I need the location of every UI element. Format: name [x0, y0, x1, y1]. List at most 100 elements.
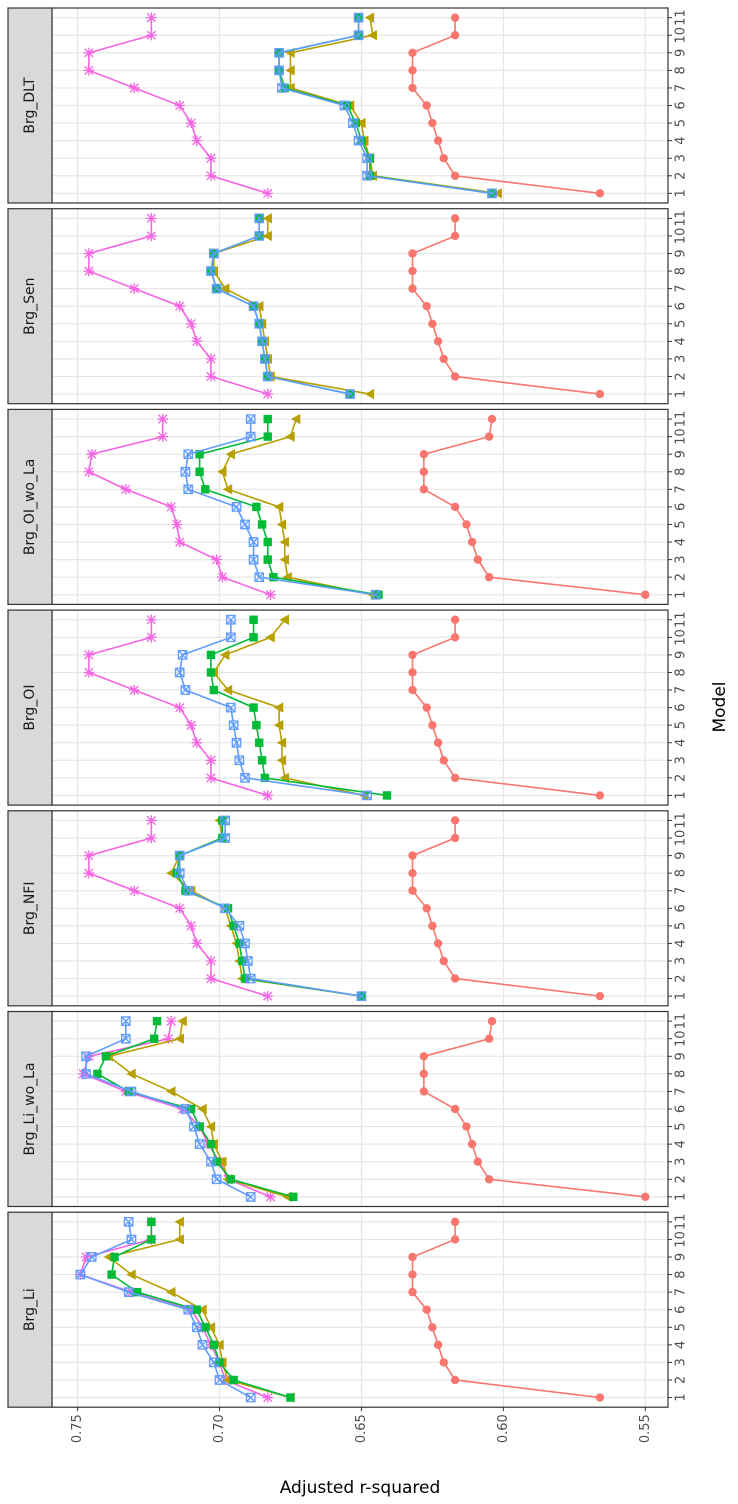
marker [462, 1122, 471, 1131]
marker [422, 1305, 431, 1314]
marker [439, 354, 448, 364]
marker [174, 868, 185, 879]
marker [339, 100, 350, 111]
marker [422, 302, 431, 311]
marker [408, 83, 417, 93]
x-tick-label: 5 [674, 320, 689, 328]
marker [146, 213, 157, 224]
marker [240, 773, 250, 783]
marker [450, 13, 460, 22]
marker [191, 1322, 202, 1333]
y-tick-label: 0.65 [354, 1414, 369, 1443]
strip [7, 7, 53, 204]
marker [205, 371, 217, 382]
marker [428, 720, 437, 730]
x-tick-label: 6 [674, 503, 689, 511]
marker [205, 755, 217, 766]
marker [450, 833, 460, 843]
marker [81, 1069, 91, 1079]
strip-label: Brg_OI_wo_La [22, 459, 38, 556]
x-tick-label: 9 [674, 49, 689, 57]
marker [129, 82, 140, 94]
x-tick-label: 2 [674, 372, 689, 380]
x-tick-label: 10 [674, 1030, 689, 1047]
marker [262, 371, 273, 382]
marker [408, 1287, 417, 1297]
x-tick-label: 10 [674, 228, 689, 245]
marker [279, 614, 289, 625]
marker [240, 519, 250, 530]
y-tick-label: 0.60 [496, 1414, 511, 1443]
x-tick-label: 11 [674, 611, 689, 628]
marker [408, 1252, 417, 1262]
x-tick-label: 8 [674, 468, 689, 476]
x-tick-label: 9 [674, 249, 689, 257]
x-tick-label: 2 [674, 1175, 689, 1183]
marker [467, 1139, 477, 1149]
marker [254, 231, 265, 241]
marker [254, 301, 264, 312]
marker [252, 720, 261, 730]
marker [248, 537, 259, 547]
marker [276, 737, 287, 748]
marker [450, 773, 460, 783]
marker [262, 790, 273, 801]
marker [286, 1393, 295, 1402]
marker [228, 720, 239, 731]
marker [217, 466, 227, 477]
x-tick-label: 4 [674, 538, 689, 546]
marker [487, 188, 497, 199]
marker [120, 484, 132, 495]
marker [220, 815, 231, 826]
strip-label: Brg_DLT [22, 77, 38, 134]
marker [205, 170, 217, 181]
marker [263, 432, 272, 441]
x-tick-label: 2 [674, 1376, 689, 1384]
marker [211, 283, 222, 294]
marker [450, 1217, 460, 1227]
marker [273, 702, 284, 713]
marker [185, 719, 197, 731]
marker [124, 1087, 133, 1096]
strip [7, 810, 53, 1007]
marker [277, 83, 287, 93]
marker [235, 939, 244, 948]
marker [186, 1104, 196, 1114]
x-tick-label: 7 [674, 686, 689, 694]
x-tick-label: 5 [674, 1122, 689, 1130]
marker [419, 467, 429, 476]
marker [450, 816, 460, 825]
marker [595, 991, 605, 1001]
marker [450, 502, 460, 512]
marker [218, 833, 227, 843]
marker [205, 1322, 216, 1333]
marker [367, 30, 377, 41]
marker [212, 1157, 221, 1166]
marker [146, 614, 157, 625]
marker [257, 520, 267, 529]
marker [419, 485, 429, 494]
marker [83, 466, 95, 477]
marker [83, 47, 95, 58]
marker [473, 1157, 483, 1166]
marker [428, 1323, 437, 1332]
marker [265, 589, 276, 600]
marker [450, 615, 460, 624]
marker [195, 467, 204, 476]
marker [408, 1270, 417, 1279]
marker [220, 833, 231, 843]
x-tick-label: 9 [674, 450, 689, 458]
marker [408, 886, 417, 895]
marker [433, 337, 443, 346]
marker [484, 1175, 494, 1184]
x-tick-label: 11 [674, 1013, 689, 1030]
x-tick-label: 11 [674, 411, 689, 428]
marker [257, 756, 267, 765]
marker [166, 1286, 176, 1298]
marker [110, 1252, 119, 1262]
marker [365, 154, 375, 163]
marker [223, 904, 233, 913]
marker [211, 554, 222, 565]
marker [364, 388, 375, 400]
strip [7, 1010, 53, 1208]
